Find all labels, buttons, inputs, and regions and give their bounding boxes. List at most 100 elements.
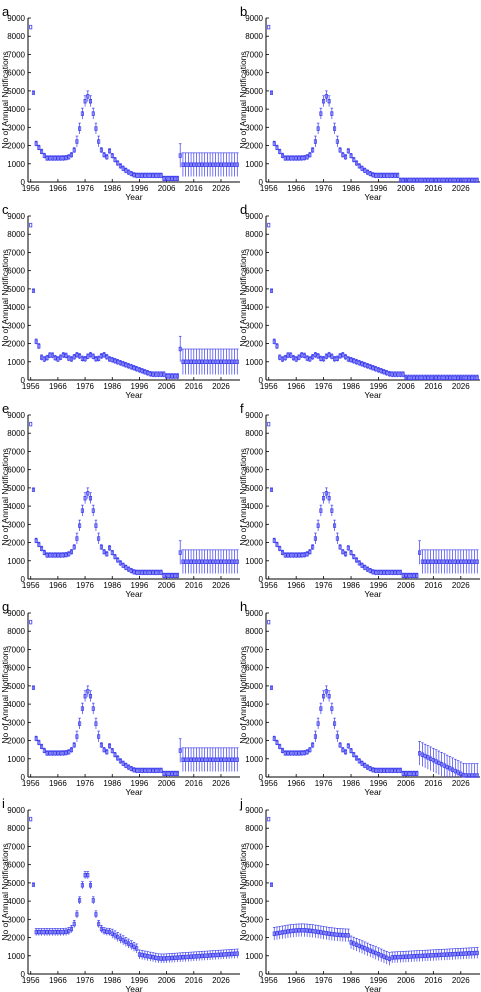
data-point	[322, 694, 326, 699]
y-tick-label: 0	[21, 376, 26, 385]
y-tick-label: 2000	[245, 539, 263, 548]
y-tick-label: 0	[259, 970, 264, 979]
data-point	[132, 365, 136, 371]
data-point	[459, 375, 463, 381]
data-point	[34, 339, 38, 344]
data-point	[186, 162, 190, 167]
data-point	[116, 558, 120, 563]
data-point	[283, 355, 287, 361]
data-point	[205, 953, 209, 958]
data-point	[181, 359, 185, 364]
data-point	[113, 933, 117, 938]
data-point	[219, 757, 223, 762]
data-point	[159, 768, 163, 773]
data-point	[267, 222, 271, 228]
data-point	[278, 930, 282, 936]
y-tick-label: 5000	[7, 682, 25, 691]
data-point	[214, 757, 218, 762]
data-point	[300, 928, 304, 933]
data-point	[409, 375, 413, 381]
data-point	[319, 930, 323, 935]
x-tick-label: 1956	[260, 779, 278, 788]
data-point	[50, 353, 54, 358]
data-point	[69, 549, 73, 555]
data-point	[448, 559, 452, 564]
subplot-j: j 0 1000 2000 3000 4000 5000 6000 7000 8000 9000 19…	[238, 796, 480, 992]
data-point	[175, 176, 179, 181]
data-point	[48, 156, 52, 161]
data-point	[170, 955, 174, 961]
data-point	[83, 872, 87, 878]
x-tick-label: 1986	[342, 779, 360, 788]
data-point	[200, 162, 204, 167]
data-point	[75, 734, 79, 739]
data-point	[148, 371, 152, 377]
y-tick-label: 0	[21, 575, 26, 584]
data-point	[445, 375, 449, 381]
x-tick-label: 2026	[452, 184, 470, 193]
data-point	[127, 363, 131, 369]
data-point	[146, 173, 150, 178]
data-point	[286, 156, 290, 161]
y-tick-label: 7000	[245, 842, 263, 851]
x-tick-label: 2006	[158, 779, 176, 788]
data-point	[211, 757, 215, 762]
y-axis-label: No of Annual Notifications	[238, 249, 248, 346]
data-point	[214, 359, 218, 364]
y-tick-label: 8000	[245, 32, 263, 41]
data-point	[235, 559, 239, 564]
data-point	[154, 768, 158, 773]
data-point	[283, 751, 287, 756]
data-point	[97, 734, 101, 739]
y-tick-label: 0	[259, 376, 264, 385]
data-point	[308, 549, 312, 555]
data-point	[99, 743, 103, 748]
data-point	[371, 767, 375, 773]
data-point	[319, 111, 323, 116]
y-tick-label: 4000	[245, 897, 263, 906]
data-point	[324, 689, 328, 694]
data-point	[118, 163, 122, 169]
x-tick-label: 1956	[260, 382, 278, 391]
data-point	[219, 952, 223, 957]
data-point	[143, 768, 147, 773]
x-tick-label: 1976	[76, 184, 94, 193]
data-point	[184, 954, 188, 960]
data-point	[300, 156, 304, 161]
data-point	[327, 352, 331, 358]
y-tick-label: 7000	[245, 447, 263, 456]
x-tick-label: 1986	[103, 581, 121, 590]
data-point	[420, 953, 424, 959]
panel-letter: j	[239, 796, 243, 811]
data-point	[453, 559, 457, 564]
data-point	[415, 573, 419, 578]
x-tick-label: 2026	[452, 581, 470, 590]
data-point	[208, 757, 212, 762]
data-point	[415, 178, 419, 183]
data-point	[75, 352, 79, 358]
y-tick-label: 7000	[7, 50, 25, 59]
data-point	[48, 751, 52, 756]
data-point	[175, 573, 179, 578]
data-point	[235, 951, 239, 956]
data-point	[327, 694, 331, 699]
data-point	[473, 950, 477, 956]
x-tick-label: 1966	[49, 581, 67, 590]
data-point	[398, 178, 402, 183]
y-tick-label: 1000	[7, 160, 25, 169]
data-point	[382, 570, 386, 575]
data-point	[335, 734, 339, 739]
data-point	[189, 559, 193, 564]
data-point	[132, 172, 136, 178]
data-point	[291, 156, 295, 161]
data-point	[467, 178, 471, 183]
panel-letter: g	[2, 599, 9, 614]
y-tick-label: 6000	[245, 466, 263, 475]
data-point	[363, 362, 367, 368]
x-axis-label: Year	[364, 390, 381, 400]
x-tick-label: 1966	[49, 382, 67, 391]
data-point	[124, 565, 128, 570]
data-point	[305, 551, 309, 557]
data-point	[222, 952, 226, 957]
data-point	[156, 570, 160, 575]
